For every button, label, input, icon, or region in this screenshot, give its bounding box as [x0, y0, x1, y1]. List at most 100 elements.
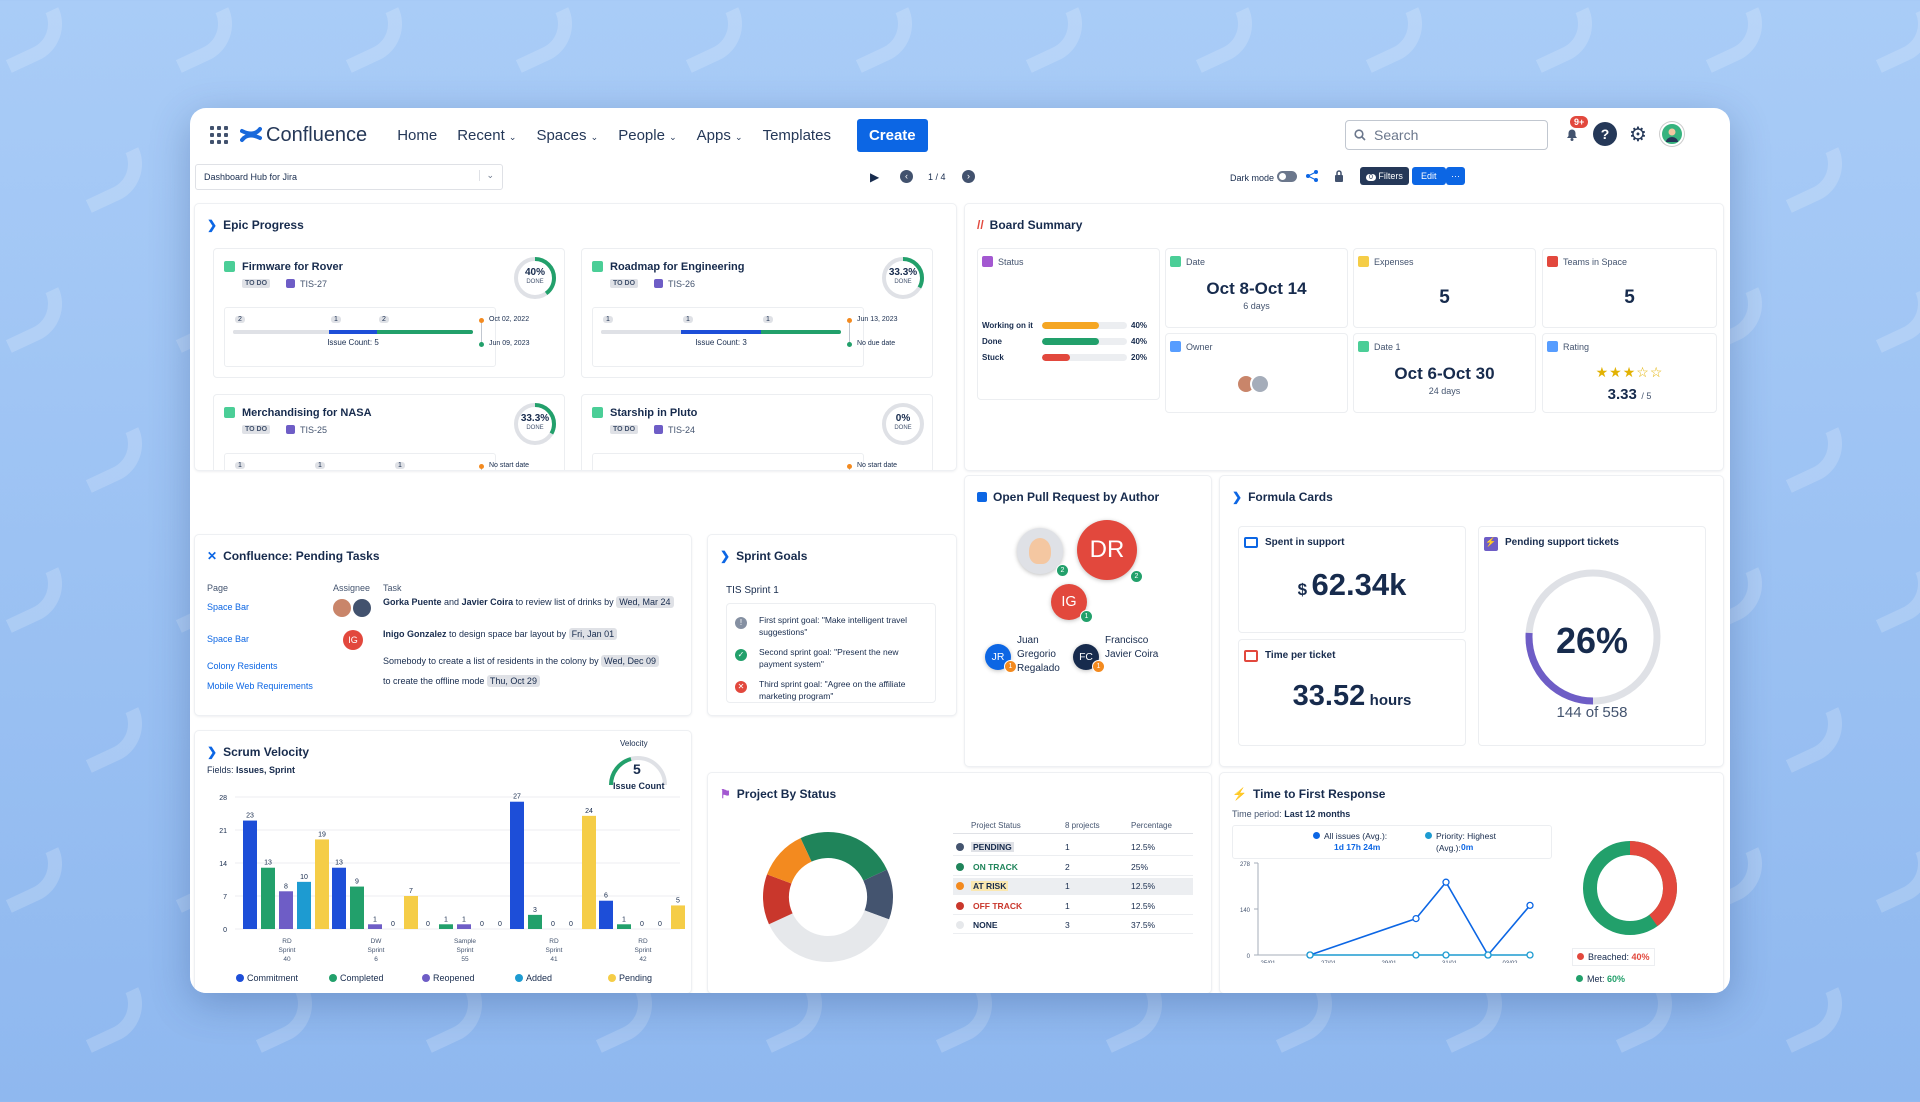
- epic-item[interactable]: Merchandising for NASA TO DO TIS-25 33.3% DO…: [213, 394, 565, 470]
- legend-name: Priority: Highest (Avg.):: [1436, 831, 1496, 853]
- velocity-bar[interactable]: [368, 924, 382, 929]
- velocity-bar[interactable]: [671, 905, 685, 929]
- status-row-name: Working on it: [982, 321, 1033, 330]
- monday-icon: //: [977, 218, 984, 232]
- pr-author-avatar[interactable]: FC 1: [1073, 644, 1105, 673]
- epic-key[interactable]: TIS-26: [668, 279, 696, 289]
- next-page-icon[interactable]: ›: [962, 170, 975, 183]
- nav-spaces[interactable]: Spaces ⌄: [536, 127, 598, 144]
- ttfr-point[interactable]: [1484, 951, 1492, 959]
- velocity-bar[interactable]: [243, 820, 257, 929]
- epic-item[interactable]: Starship in Pluto TO DO TIS-24 0%DONE Issue …: [581, 394, 933, 470]
- notifications-button[interactable]: 9+: [1560, 116, 1589, 146]
- epic-name[interactable]: Merchandising for NASA: [242, 407, 372, 419]
- ttfr-donut: [1583, 841, 1677, 935]
- task-user: Inigo Gonzalez: [383, 629, 447, 639]
- filters-button[interactable]: 0 Filters: [1360, 167, 1409, 185]
- epic-name[interactable]: Roadmap for Engineering: [610, 261, 745, 273]
- pr-author-avatar[interactable]: DR 2: [1077, 520, 1143, 583]
- owner-widget: Owner: [1165, 333, 1348, 413]
- dashboard-select[interactable]: Dashboard Hub for Jira ⌄: [195, 164, 503, 190]
- project-row[interactable]: PENDING 1 12.5%: [953, 839, 1193, 856]
- velocity-bar[interactable]: [404, 896, 418, 929]
- task-page-link[interactable]: Colony Residents: [207, 661, 278, 671]
- star-empty-icon: ☆: [1636, 364, 1650, 380]
- epic-item[interactable]: Roadmap for Engineering TO DO TIS-26 33.3% D…: [581, 248, 933, 378]
- nav-templates[interactable]: Templates: [762, 126, 831, 144]
- confluence-logo[interactable]: Confluence: [240, 124, 367, 147]
- dark-mode-toggle[interactable]: [1277, 171, 1297, 182]
- task-page-link[interactable]: Mobile Web Requirements: [207, 681, 313, 691]
- velocity-bar[interactable]: [279, 891, 293, 929]
- breached-slice[interactable]: [1583, 841, 1677, 935]
- velocity-bar[interactable]: [315, 839, 329, 929]
- epic-name[interactable]: Firmware for Rover: [242, 261, 343, 273]
- ttfr-point[interactable]: [1306, 951, 1314, 959]
- velocity-bar[interactable]: [617, 924, 631, 929]
- ttfr-point[interactable]: [1526, 901, 1534, 910]
- bar-value-label: 9: [355, 879, 359, 886]
- x-tick-label: 40: [283, 956, 291, 963]
- prev-page-icon[interactable]: ‹: [900, 170, 913, 183]
- velocity-bar[interactable]: [261, 867, 275, 929]
- help-icon[interactable]: ?: [1593, 122, 1617, 146]
- velocity-bar[interactable]: [510, 801, 524, 929]
- pr-author-avatar[interactable]: 2: [1017, 528, 1069, 577]
- app-switcher-icon[interactable]: [210, 126, 228, 144]
- date1-sub: 24 days: [1428, 386, 1461, 396]
- ttfr-point[interactable]: [1442, 878, 1450, 886]
- user-avatar[interactable]: [1660, 122, 1684, 146]
- velocity-bar[interactable]: [350, 886, 364, 929]
- x-tick-label: Sprint: [635, 947, 652, 954]
- project-row[interactable]: ON TRACK 2 25%: [953, 859, 1193, 876]
- task-page-link[interactable]: Space Bar: [207, 602, 250, 612]
- ttfr-point[interactable]: [1412, 914, 1420, 923]
- epic-key[interactable]: TIS-25: [300, 425, 328, 435]
- velocity-bar[interactable]: [297, 881, 311, 929]
- velocity-bar[interactable]: [439, 924, 453, 929]
- task-due-date: Wed, Mar 24: [616, 596, 674, 608]
- pr-author-avatar[interactable]: JR 1: [985, 644, 1017, 673]
- chevron-down-icon: ⌄: [735, 131, 743, 142]
- play-icon[interactable]: ▶: [870, 170, 880, 184]
- bar-value-label: 5: [676, 897, 680, 904]
- velocity-bar[interactable]: [332, 867, 346, 929]
- bg-shape: [1264, 987, 1346, 1053]
- x-tick-label: Sprint: [279, 947, 296, 954]
- create-button[interactable]: Create: [856, 118, 928, 152]
- pr-count-badge: 2: [1056, 564, 1069, 577]
- donut-slice[interactable]: [759, 828, 897, 966]
- rating-icon: [1547, 341, 1558, 352]
- nav-home[interactable]: Home: [397, 126, 438, 144]
- nav-recent-label: Recent: [457, 126, 505, 144]
- search-input[interactable]: Search: [1345, 120, 1548, 150]
- status-row-track: [1042, 338, 1127, 345]
- more-button[interactable]: ···: [1446, 167, 1465, 185]
- edit-button[interactable]: Edit: [1412, 167, 1446, 185]
- nav-people[interactable]: People ⌄: [618, 127, 676, 144]
- nav-recent[interactable]: Recent ⌄: [457, 127, 516, 144]
- project-row[interactable]: OFF TRACK 1 12.5%: [953, 898, 1193, 915]
- project-row[interactable]: AT RISK 1 12.5%: [953, 878, 1193, 895]
- ttfr-point[interactable]: [1526, 951, 1534, 959]
- velocity-bar[interactable]: [599, 900, 613, 929]
- project-row[interactable]: NONE 3 37.5%: [953, 917, 1193, 934]
- dashboard-select-value: Dashboard Hub for Jira: [204, 172, 298, 182]
- pr-author-avatar[interactable]: IG 1: [1051, 584, 1093, 623]
- velocity-bar[interactable]: [582, 815, 596, 929]
- ttfr-point[interactable]: [1412, 951, 1420, 959]
- settings-gear-icon[interactable]: ⚙: [1629, 123, 1647, 146]
- nav-apps[interactable]: Apps ⌄: [697, 127, 743, 144]
- epic-name[interactable]: Starship in Pluto: [610, 407, 698, 419]
- epic-item[interactable]: Firmware for Rover TO DO TIS-27 40% DONE 2 1 2 I…: [213, 248, 565, 378]
- velocity-bar[interactable]: [528, 914, 542, 929]
- donut-slice[interactable]: [759, 828, 897, 966]
- epic-start-dot: [479, 318, 484, 323]
- task-page-link[interactable]: Space Bar: [207, 634, 250, 644]
- ttfr-point[interactable]: [1442, 951, 1450, 959]
- lock-icon[interactable]: [1333, 169, 1345, 183]
- velocity-bar[interactable]: [457, 924, 471, 929]
- epic-key[interactable]: TIS-27: [300, 279, 328, 289]
- share-icon[interactable]: [1305, 169, 1319, 183]
- epic-key[interactable]: TIS-24: [668, 425, 696, 435]
